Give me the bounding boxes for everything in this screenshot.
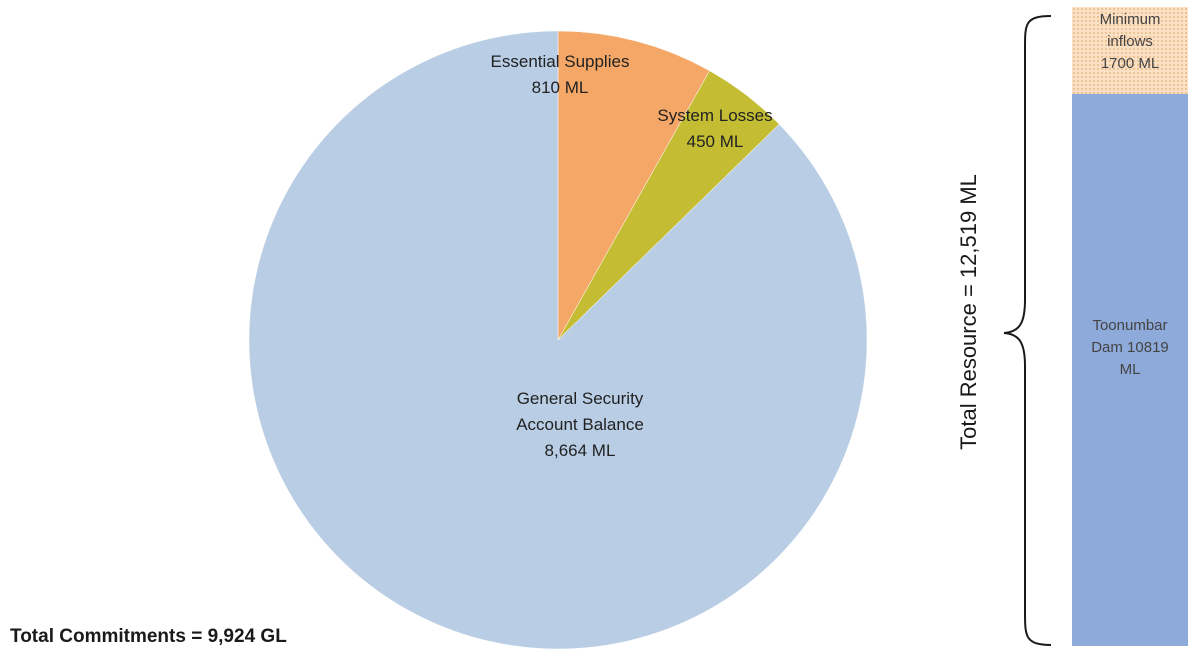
slice-value-essential-supplies: 810 ML xyxy=(531,78,589,97)
slice-name-general-security-line1: General Security xyxy=(516,389,644,408)
pie-slice-essential-supplies xyxy=(557,30,710,341)
pie-slice-general-security xyxy=(248,30,868,650)
bar-label-inflows-line2: inflows xyxy=(1107,33,1153,50)
slice-value-general-security: 8,664 ML xyxy=(544,441,616,460)
slice-name-essential-supplies: Essential Supplies xyxy=(490,52,630,71)
bar-label-dam-line1: Toonumbar xyxy=(1092,317,1168,334)
bar-segment-toonumbar-dam: Toonumbar Dam 10819 ML xyxy=(1072,94,1188,646)
slice-name-general-security-line2: Account Balance xyxy=(516,415,644,434)
slice-value-system-losses: 450 ML xyxy=(686,132,744,151)
bar-label-inflows-line1: Minimum xyxy=(1099,11,1161,28)
data-label-general-security: General Security Account Balance 8,664 M… xyxy=(480,386,680,464)
total-commitments-label: Total Commitments = 9,924 GL xyxy=(10,626,287,647)
data-label-essential-supplies: Essential Supplies 810 ML xyxy=(480,49,640,101)
data-label-system-losses: System Losses 450 ML xyxy=(630,103,800,155)
bar-label-inflows-line3: 1700 ML xyxy=(1100,55,1160,72)
slice-name-system-losses: System Losses xyxy=(657,106,773,125)
stacked-resource-bar: Minimum inflows 1700 ML Toonumbar Dam 10… xyxy=(1072,7,1188,646)
bar-segment-minimum-inflows: Minimum inflows 1700 ML xyxy=(1072,7,1188,94)
bar-label-dam-line3: ML xyxy=(1119,361,1141,378)
bar-label-dam-line2: Dam 10819 xyxy=(1091,339,1169,356)
